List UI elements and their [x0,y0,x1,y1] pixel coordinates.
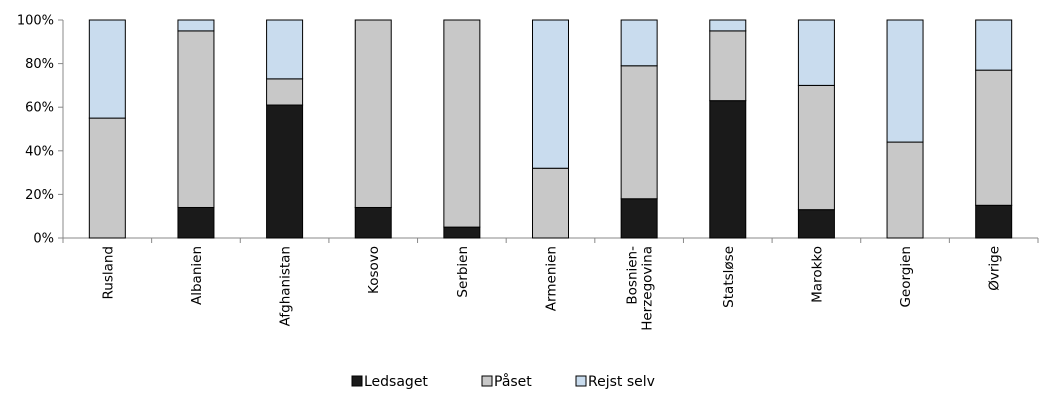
y-tick-label: 100% [17,14,54,29]
bar-segment-rejst-selv [709,19,747,32]
x-category-label: Afghanistan [278,246,294,326]
bar-segment-rejst-selv [620,19,658,67]
category-labels: Rusland Albanien Afghanistan Kosovo Serbien A… [100,246,1002,331]
legend-swatch [481,375,493,387]
x-category-label: Bosnien- [625,246,641,305]
x-category-label: Statsløse [721,246,737,308]
y-axis: 0% 20% 40% 60% 80% 100% [17,14,64,247]
y-tick-label: 0% [33,232,54,247]
legend-label: Ledsaget [364,374,428,390]
legend-swatch [351,375,363,387]
y-tick-label: 60% [25,101,54,116]
y-tick-label: 80% [25,57,54,72]
y-tick-label: 40% [25,144,54,159]
legend-label: Rejst selv [588,374,655,390]
bar-segment-ledsaget [177,206,215,239]
bar-segment-ledsaget [266,104,304,239]
bars [88,19,1013,239]
x-category-label: Armenien [544,246,560,311]
bar-segment-ledsaget [354,206,392,239]
bar-segment-rejst-selv [88,19,126,119]
bar-segment-ledsaget [709,100,747,239]
legend-label: Påset [494,373,532,390]
bar-segment-rejst-selv [886,19,924,143]
bar-segment-p-set [709,30,747,102]
bar-segment-p-set [354,19,392,208]
x-category-label: Rusland [100,246,116,300]
legend: Ledsaget Påset Rejst selv [351,373,655,390]
bar-segment-ledsaget [975,204,1013,239]
bar-segment-rejst-selv [532,19,569,169]
x-category-label: Herzegovina [640,246,656,331]
bar-segment-rejst-selv [797,19,835,86]
bar-segment-p-set [532,167,569,239]
bar-segment-ledsaget [443,226,481,239]
bar-segment-p-set [177,30,215,208]
bar-segment-p-set [88,117,126,239]
x-category-label: Albanien [189,246,205,305]
bar-segment-p-set [620,65,658,200]
bar-segment-p-set [975,69,1013,206]
bar-segment-ledsaget [797,209,835,239]
bar-segment-rejst-selv [177,19,215,32]
x-category-label: Marokko [809,246,825,303]
x-axis [62,237,1039,243]
bar-segment-rejst-selv [266,19,304,80]
bar-segment-rejst-selv [975,19,1013,71]
bar-segment-p-set [443,19,481,228]
bar-segment-p-set [797,84,835,211]
bar-segment-p-set [886,141,924,239]
y-tick-label: 20% [25,188,54,203]
x-category-label: Øvrige [987,246,1003,291]
bar-segment-ledsaget [620,198,658,239]
legend-swatch [575,375,587,387]
x-category-label: Serbien [455,246,471,298]
bar-segment-p-set [266,78,304,106]
x-category-label: Kosovo [366,246,382,294]
x-category-label: Georgien [898,246,914,308]
